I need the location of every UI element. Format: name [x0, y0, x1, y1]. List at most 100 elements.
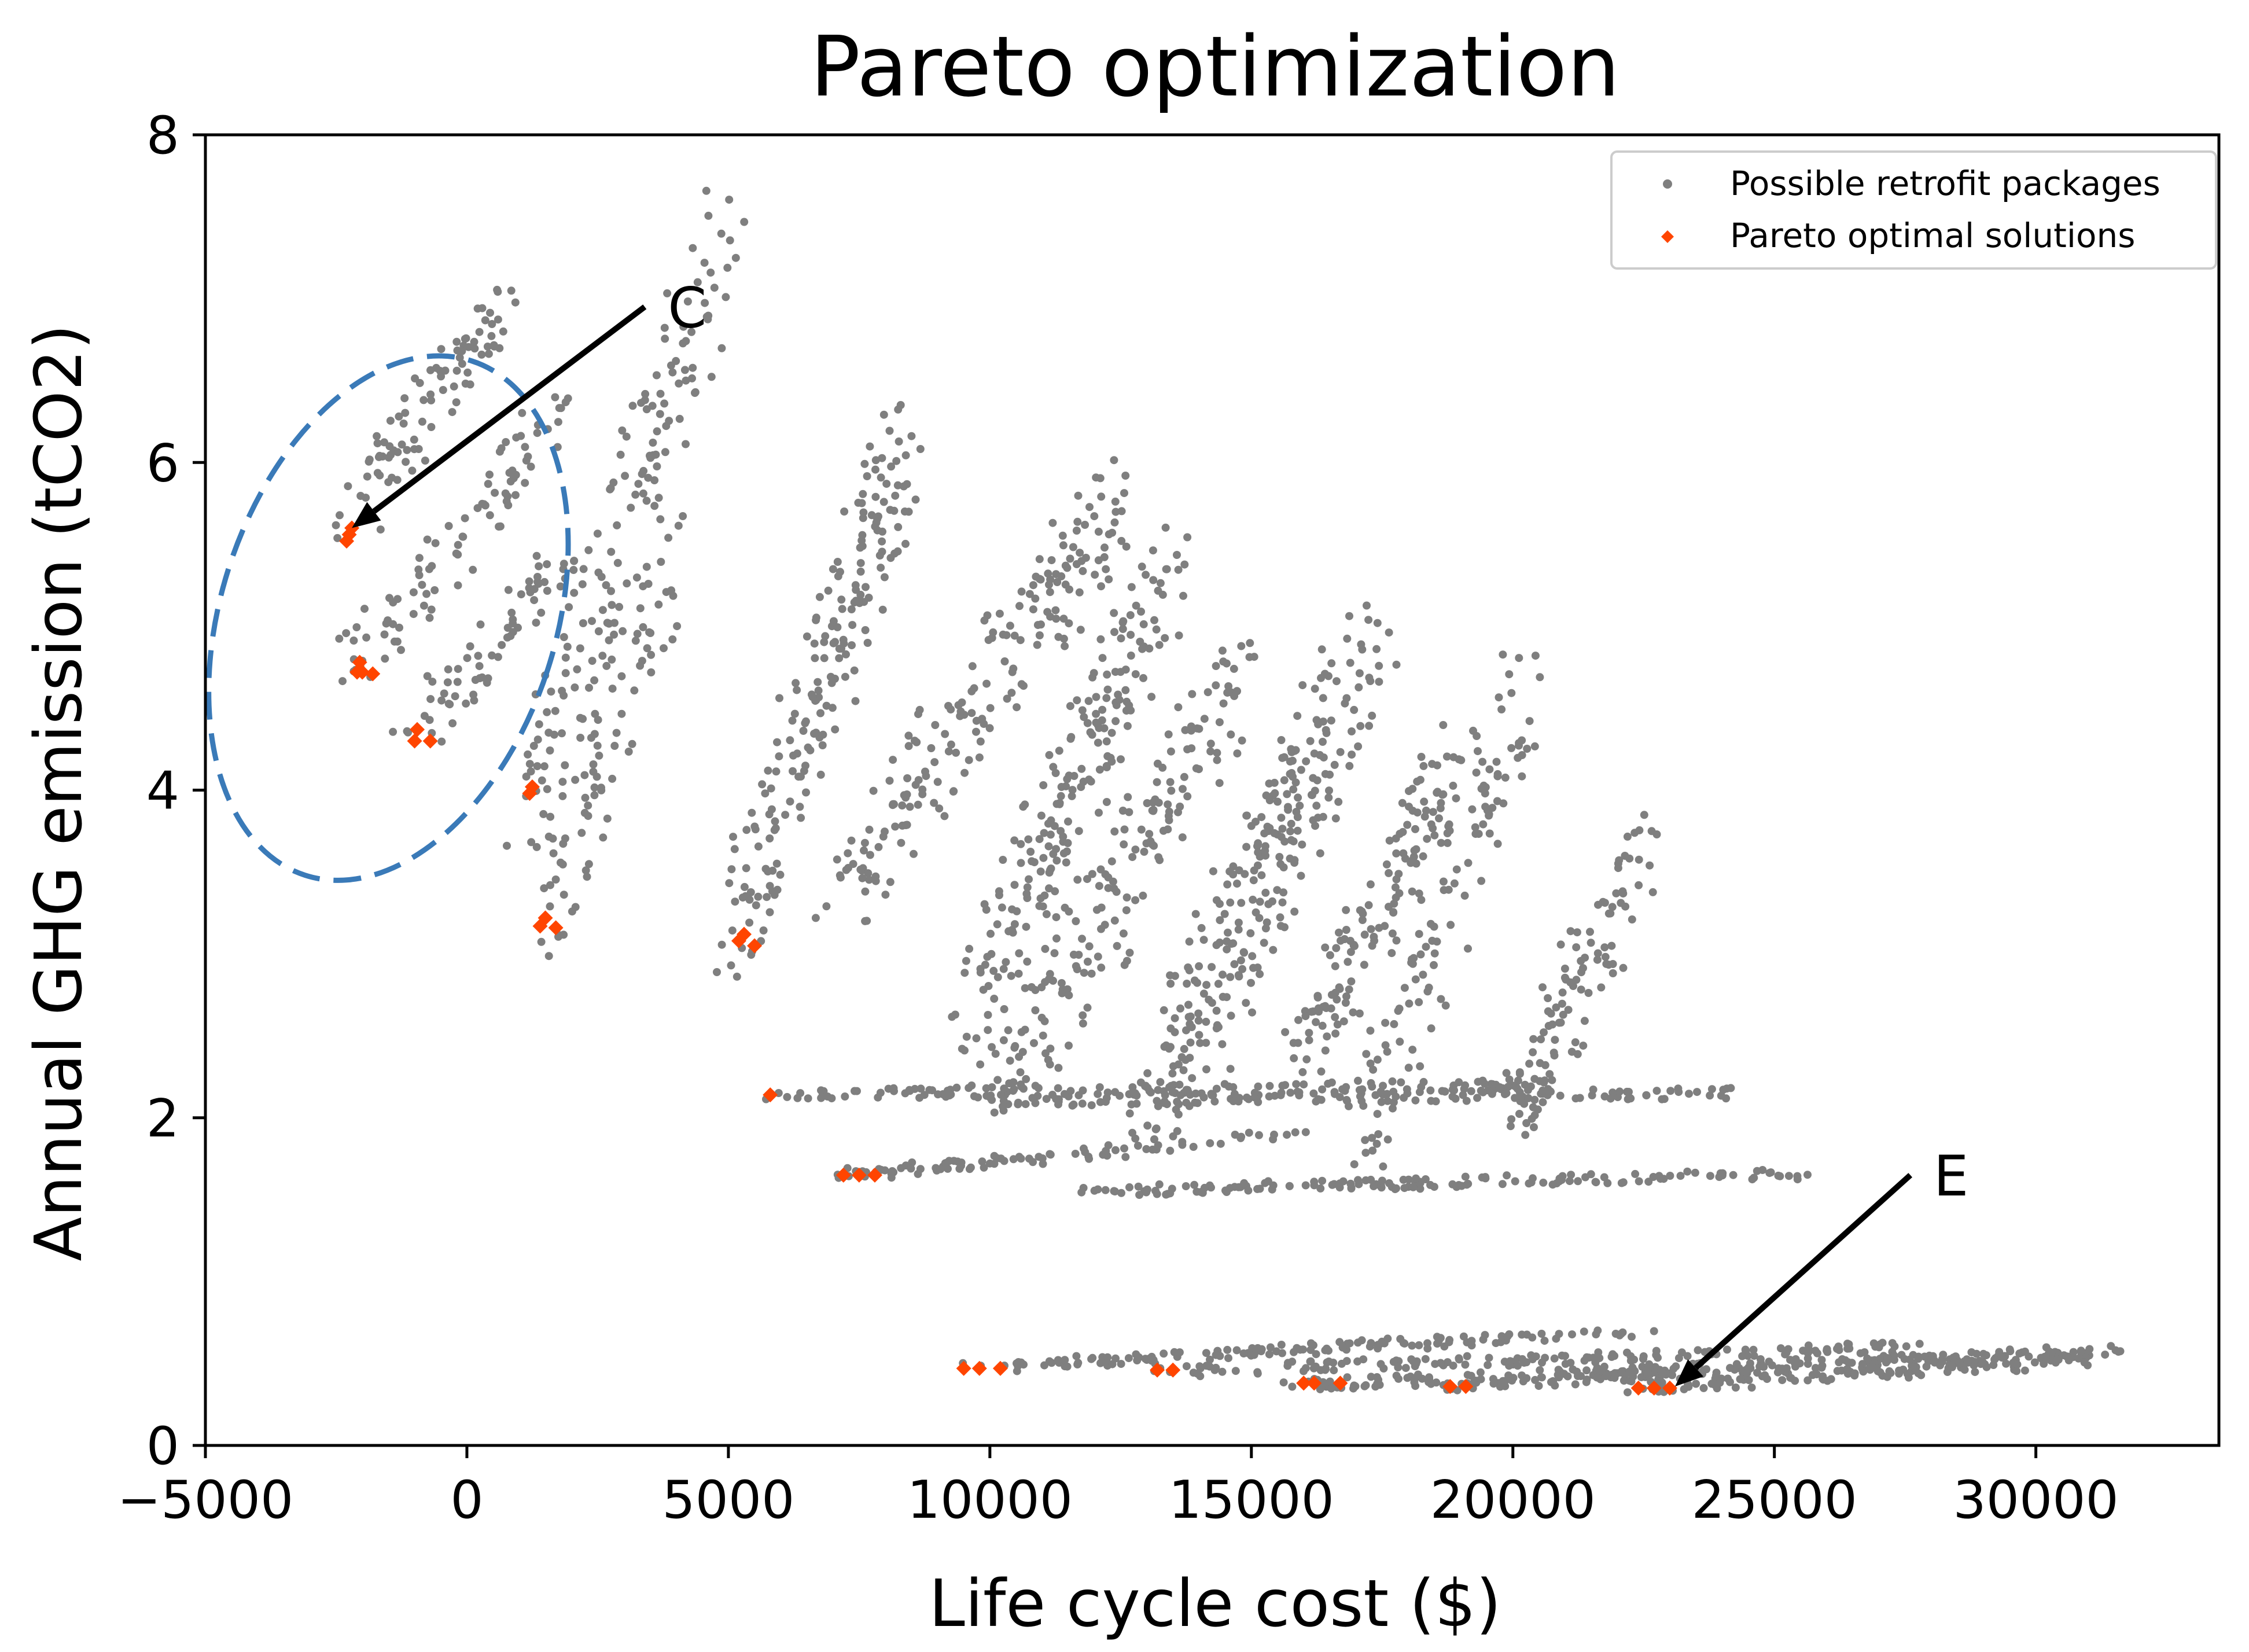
retrofit-point	[1499, 799, 1508, 808]
pareto-point	[1442, 1379, 1458, 1395]
retrofit-point	[1327, 716, 1335, 725]
retrofit-point	[1552, 1003, 1560, 1012]
retrofit-point	[934, 1090, 942, 1099]
retrofit-point	[1248, 1344, 1257, 1352]
retrofit-point	[1057, 792, 1065, 800]
retrofit-point	[1343, 1097, 1352, 1105]
retrofit-point	[2080, 1358, 2089, 1367]
x-axis-label: Life cycle cost ($)	[929, 1566, 1501, 1642]
retrofit-point	[551, 707, 560, 715]
retrofit-point	[1778, 1376, 1787, 1385]
retrofit-point	[906, 803, 914, 811]
retrofit-point	[1023, 957, 1032, 966]
retrofit-point	[793, 749, 801, 758]
retrofit-point	[1242, 842, 1251, 851]
retrofit-point	[1726, 1378, 1734, 1386]
retrofit-point	[1103, 670, 1111, 679]
retrofit-point	[1731, 1384, 1740, 1392]
retrofit-point	[947, 740, 955, 749]
retrofit-point	[903, 790, 911, 799]
retrofit-point	[1278, 1081, 1287, 1090]
retrofit-point	[1385, 628, 1393, 637]
retrofit-point	[1378, 1176, 1386, 1185]
retrofit-point	[668, 368, 677, 377]
retrofit-point	[535, 562, 543, 571]
retrofit-point	[461, 514, 469, 523]
retrofit-point	[648, 402, 657, 410]
retrofit-point	[1037, 983, 1046, 992]
retrofit-point	[1481, 1331, 1489, 1340]
retrofit-point	[1294, 793, 1302, 802]
retrofit-point	[1298, 1068, 1307, 1076]
retrofit-point	[1280, 753, 1289, 761]
retrofit-point	[1164, 800, 1172, 809]
retrofit-point	[881, 1166, 889, 1175]
retrofit-point	[1153, 778, 1161, 786]
retrofit-point	[1301, 1012, 1310, 1021]
retrofit-point	[1346, 658, 1354, 667]
pareto-point	[1306, 1375, 1322, 1391]
retrofit-point	[991, 1050, 1000, 1058]
retrofit-point	[1120, 840, 1128, 849]
retrofit-point	[1377, 1098, 1386, 1106]
retrofit-point	[1650, 1327, 1658, 1335]
retrofit-point	[1256, 970, 1264, 978]
retrofit-point	[428, 678, 437, 686]
retrofit-point	[1374, 1130, 1383, 1139]
retrofit-point	[775, 694, 783, 702]
retrofit-point	[1007, 972, 1015, 980]
retrofit-point	[1019, 1084, 1028, 1093]
retrofit-point	[546, 881, 554, 889]
retrofit-point	[365, 457, 373, 466]
retrofit-point	[1313, 992, 1322, 1000]
retrofit-point	[1280, 923, 1289, 932]
retrofit-point	[606, 485, 614, 494]
retrofit-point	[1182, 1098, 1191, 1107]
retrofit-point	[1224, 682, 1233, 690]
retrofit-point	[454, 665, 462, 674]
retrofit-point	[1357, 1097, 1366, 1105]
retrofit-point	[1117, 507, 1126, 516]
retrofit-point	[999, 1097, 1008, 1105]
retrofit-point	[844, 864, 852, 872]
retrofit-point	[650, 502, 659, 510]
retrofit-point	[1127, 583, 1136, 591]
retrofit-point	[1342, 694, 1351, 702]
retrofit-point	[957, 1158, 966, 1167]
retrofit-point	[1346, 948, 1355, 956]
retrofit-point	[1016, 1068, 1025, 1077]
retrofit-point	[1169, 1062, 1177, 1070]
retrofit-point	[486, 308, 494, 317]
retrofit-point	[1065, 1042, 1073, 1050]
retrofit-point	[731, 897, 739, 906]
retrofit-point	[1629, 1373, 1637, 1381]
retrofit-point	[443, 678, 452, 687]
retrofit-point	[1149, 799, 1157, 807]
retrofit-point	[1423, 834, 1431, 843]
retrofit-point	[2002, 1359, 2011, 1368]
retrofit-point	[1045, 1357, 1054, 1366]
retrofit-point	[1167, 786, 1176, 795]
pareto-point	[1333, 1375, 1348, 1391]
retrofit-point	[1117, 536, 1126, 545]
retrofit-point	[786, 797, 794, 806]
retrofit-point	[437, 345, 446, 354]
retrofit-point	[587, 734, 595, 742]
retrofit-point	[588, 657, 597, 665]
retrofit-point	[1254, 1082, 1262, 1091]
retrofit-point	[1350, 941, 1359, 950]
retrofit-point	[1107, 857, 1116, 866]
retrofit-point	[452, 337, 461, 346]
retrofit-point	[949, 1157, 958, 1165]
retrofit-point	[1460, 1084, 1468, 1093]
retrofit-point	[1939, 1351, 1948, 1359]
retrofit-point	[1229, 1083, 1238, 1091]
retrofit-point	[1507, 1115, 1516, 1124]
retrofit-point	[1646, 861, 1654, 870]
retrofit-point	[972, 727, 980, 736]
retrofit-point	[1022, 889, 1031, 898]
retrofit-point	[1367, 925, 1375, 933]
retrofit-point	[426, 695, 435, 704]
retrofit-point	[1194, 1016, 1203, 1025]
retrofit-point	[1749, 1345, 1758, 1354]
